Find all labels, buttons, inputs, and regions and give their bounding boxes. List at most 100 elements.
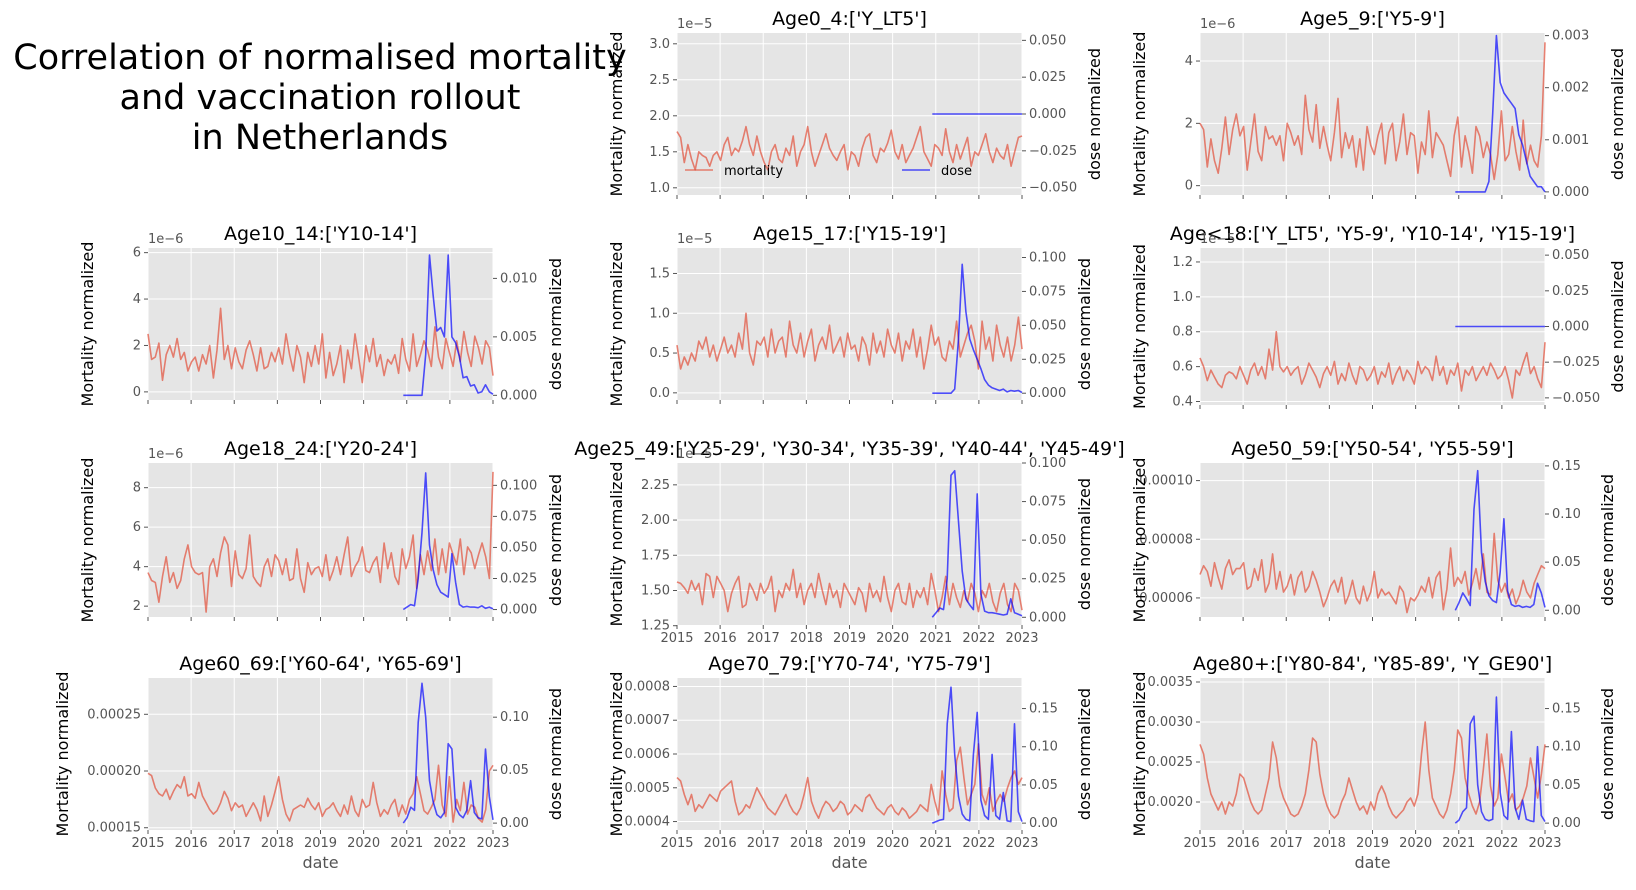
y-tick-label: 0.0005 <box>625 781 671 796</box>
y2-axis-label: dose normalized <box>1608 48 1627 180</box>
y2-tick-label: −0.050 <box>1029 181 1077 196</box>
x-tick-label: 2022 <box>962 631 995 646</box>
y-tick-label: 0.0007 <box>625 713 671 728</box>
y-tick-label: 4 <box>133 292 141 307</box>
subplot-4: Age15_17:['Y15-19'] 0.0 0.5 1.0 1.5 1e−5 0.000… <box>607 223 1094 406</box>
legend-mortality-label: mortality <box>724 164 783 179</box>
subplot-title: Age<18:['Y_LT5', 'Y5-9', 'Y10-14', 'Y15-… <box>1170 223 1575 245</box>
x-axis-label: date <box>302 853 338 872</box>
y-tick-label: 0.0030 <box>1148 715 1194 730</box>
y2-tick-label: 0.025 <box>1029 70 1066 85</box>
y-offset-label: 1e−5 <box>677 447 712 462</box>
x-tick-label: 2018 <box>1313 836 1346 851</box>
dose-line <box>402 682 494 824</box>
subplot-8: Age50_59:['Y50-54', 'Y55-59'] 0.00006 0.00… <box>1130 438 1617 622</box>
y2-axis-label: dose normalized <box>1075 478 1094 610</box>
subplot-9: Age60_69:['Y60-64', 'Y65-69'] 0.00015 0.00… <box>53 653 565 872</box>
y2-tick-label: 0.10 <box>1552 507 1581 522</box>
mortality-line <box>147 471 494 613</box>
y-tick-label: 6 <box>133 246 141 261</box>
x-tick-label: 2022 <box>1485 836 1518 851</box>
y-axis-label: Mortality normalized <box>78 242 97 407</box>
y2-tick-label: 0.025 <box>1029 352 1066 367</box>
y-tick-label: 0.00008 <box>1139 532 1193 547</box>
y2-tick-label: 0.010 <box>500 271 537 286</box>
y-tick-label: 0.0025 <box>1148 755 1194 770</box>
y-tick-label: 0.5 <box>649 346 670 361</box>
y2-tick-label: 0.00 <box>1029 816 1058 831</box>
x-tick-label: 2017 <box>747 836 780 851</box>
y-tick-label: 0 <box>1185 179 1193 194</box>
y-axis-label: Mortality normalized <box>78 458 97 623</box>
y-offset-label: 1e−5 <box>677 17 712 32</box>
x-tick-label: 2015 <box>660 836 693 851</box>
y-axis-label: Mortality normalized <box>607 462 626 627</box>
x-tick-label: 2020 <box>347 836 380 851</box>
y-axis-label: Mortality normalized <box>607 32 626 197</box>
subplot-3: Age10_14:['Y10-14'] 0 2 4 6 1e−6 0.000 0.005 0.0… <box>78 223 565 406</box>
y-tick-label: 2.5 <box>649 73 670 88</box>
y-tick-label: 0.0035 <box>1148 675 1194 690</box>
y-offset-label: 1e−5 <box>1200 232 1235 247</box>
x-tick-label: 2020 <box>876 631 909 646</box>
y-offset-label: 1e−6 <box>148 447 183 462</box>
subplot-5: Age<18:['Y_LT5', 'Y5-9', 'Y10-14', 'Y15-… <box>1130 223 1627 410</box>
y2-tick-label: 0.100 <box>1029 251 1066 266</box>
y-tick-label: 2.00 <box>641 513 670 528</box>
y2-tick-label: 0.050 <box>1029 318 1066 333</box>
y2-tick-label: 0.05 <box>500 763 529 778</box>
x-tick-label: 2017 <box>1270 836 1303 851</box>
y2-tick-label: 0.000 <box>1029 386 1066 401</box>
y-tick-label: 0.0 <box>649 386 670 401</box>
y2-tick-label: 0.15 <box>1552 459 1581 474</box>
y2-tick-label: 0.000 <box>1552 185 1589 200</box>
y2-tick-label: 0.025 <box>500 572 537 587</box>
y2-axis-label: dose normalized <box>546 258 565 390</box>
mortality-line <box>676 743 1023 819</box>
y2-tick-label: 0.10 <box>1552 740 1581 755</box>
y-tick-label: 0.00025 <box>87 707 141 722</box>
subplot-1: Age0_4:['Y_LT5'] 1.0 1.5 2.0 2.5 3.0 1e−5 −0.05… <box>607 8 1104 199</box>
y2-tick-label: 0.002 <box>1552 81 1589 96</box>
y2-tick-label: 0.003 <box>1552 29 1589 44</box>
subplot-title: Age50_59:['Y50-54', 'Y55-59'] <box>1231 438 1513 460</box>
dose-line <box>402 472 494 611</box>
y2-tick-label: 0.100 <box>1029 456 1066 471</box>
x-axis-label: date <box>1354 853 1390 872</box>
y-offset-label: 1e−6 <box>148 232 183 247</box>
y2-tick-label: 0.025 <box>1029 572 1066 587</box>
x-tick-label: 2019 <box>1356 836 1389 851</box>
y2-tick-label: 0.15 <box>1552 702 1581 717</box>
y-tick-label: 1.2 <box>1172 255 1193 270</box>
y-tick-label: 0.8 <box>1172 325 1193 340</box>
dose-line <box>931 469 1023 618</box>
x-tick-label: 2015 <box>660 631 693 646</box>
y-tick-label: 0.6 <box>1172 360 1193 375</box>
y2-tick-label: 0.05 <box>1552 555 1581 570</box>
y2-tick-label: 0.050 <box>1552 248 1589 263</box>
x-tick-label: 2021 <box>1442 836 1475 851</box>
x-tick-label: 2016 <box>1227 836 1260 851</box>
y-tick-label: 0.00015 <box>87 821 141 836</box>
mortality-line <box>1199 330 1546 399</box>
y-tick-label: 1.75 <box>641 548 670 563</box>
x-tick-label: 2023 <box>1005 836 1038 851</box>
y-tick-label: 2.25 <box>641 478 670 493</box>
x-tick-label: 2015 <box>131 836 164 851</box>
mortality-line <box>1199 721 1546 819</box>
y-tick-label: 1.0 <box>649 306 670 321</box>
y-tick-label: 2 <box>133 599 141 614</box>
y-tick-label: 2 <box>1185 116 1193 131</box>
y-tick-label: 2.0 <box>649 109 670 124</box>
y2-tick-label: −0.025 <box>1552 355 1600 370</box>
y2-tick-label: 0.10 <box>500 710 529 725</box>
subplot-title: Age60_69:['Y60-64', 'Y65-69'] <box>179 653 461 675</box>
dose-line <box>931 686 1023 824</box>
y2-tick-label: 0.001 <box>1552 133 1589 148</box>
y-tick-label: 1.0 <box>1172 290 1193 305</box>
y-tick-label: 3.0 <box>649 37 670 52</box>
x-tick-label: 2023 <box>1005 631 1038 646</box>
figure-title-line-1: Correlation of normalised mortality <box>13 38 627 78</box>
y-tick-label: 0.0004 <box>625 815 671 830</box>
subplot-10: Age70_79:['Y70-74', 'Y75-79']0.00040.000… <box>607 653 1094 872</box>
